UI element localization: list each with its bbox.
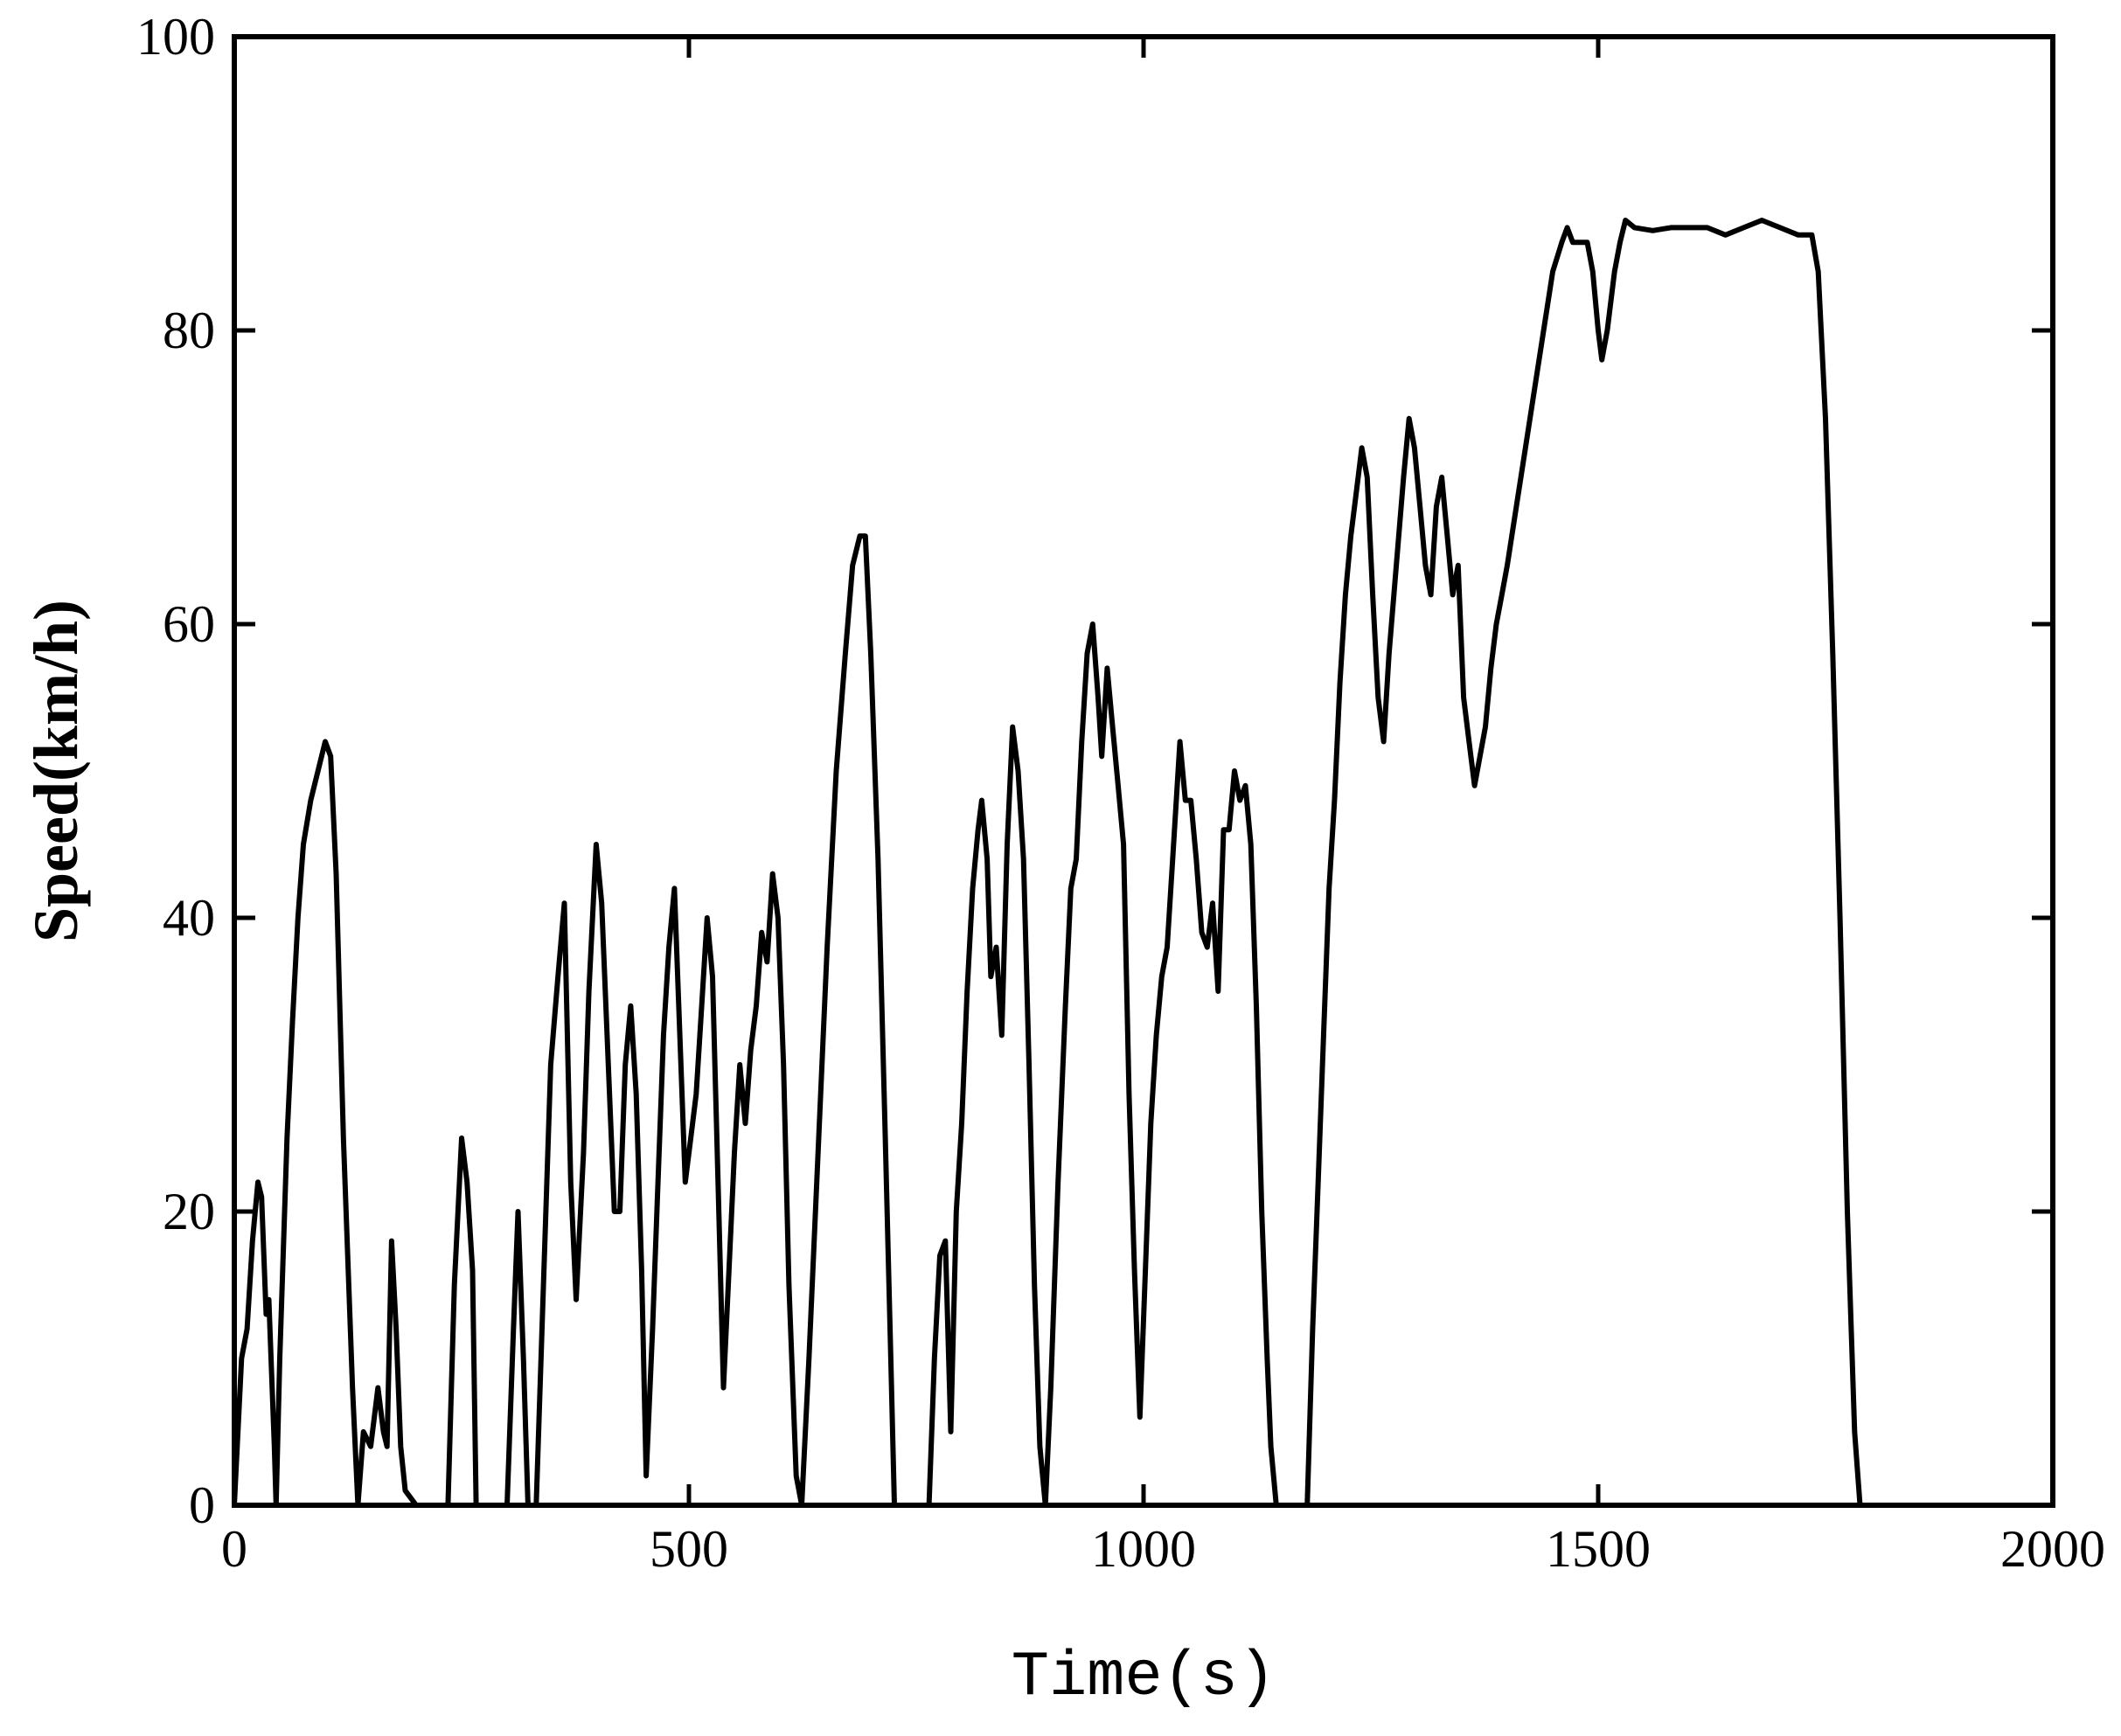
x-tick-label: 500 bbox=[650, 1520, 728, 1578]
y-tick-label: 40 bbox=[163, 889, 215, 947]
x-tick-label: 1000 bbox=[1091, 1520, 1196, 1578]
y-tick-label: 60 bbox=[163, 595, 215, 653]
y-tick-label: 100 bbox=[136, 8, 215, 66]
y-tick-label: 0 bbox=[189, 1476, 215, 1534]
x-tick-label: 1500 bbox=[1546, 1520, 1651, 1578]
x-tick-label: 0 bbox=[221, 1520, 247, 1578]
axis-tick-labels: 0 500 1000 1500 2000 0 20 40 60 80 100 bbox=[136, 8, 2105, 1578]
x-axis-title: Time(s) bbox=[1012, 1642, 1276, 1713]
x-tick-label: 2000 bbox=[2000, 1520, 2105, 1578]
axis-ticks bbox=[232, 34, 2055, 1508]
speed-series-line bbox=[232, 218, 1874, 1508]
y-tick-label: 80 bbox=[163, 302, 215, 359]
y-axis-title: Speed(km/h) bbox=[21, 600, 91, 942]
y-tick-label: 20 bbox=[163, 1183, 215, 1240]
